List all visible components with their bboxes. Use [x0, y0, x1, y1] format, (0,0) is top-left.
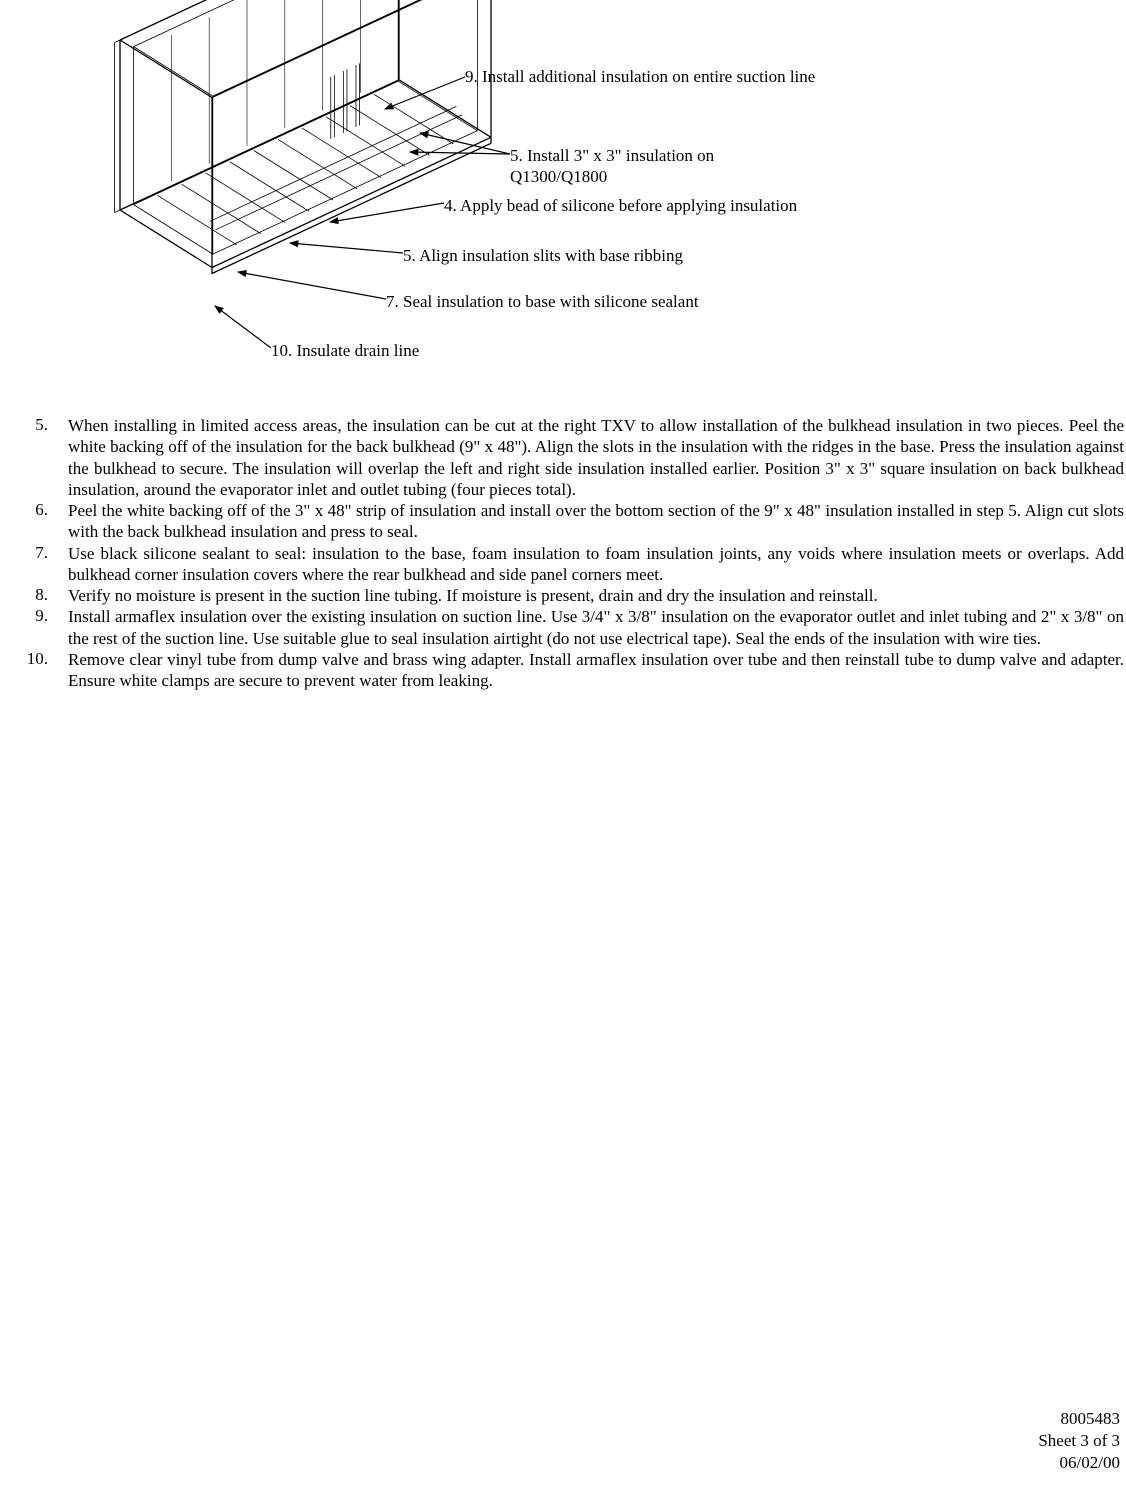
instruction-number: 9 — [0, 606, 54, 649]
callout-c10: 10. Insulate drain line — [271, 340, 571, 361]
instruction-number: 7 — [0, 543, 54, 586]
instruction-text: Peel the white backing off of the 3" x 4… — [54, 500, 1126, 543]
page-footer: 8005483 Sheet 3 of 3 06/02/00 — [1038, 1408, 1120, 1474]
callout-c7: 7. Seal insulation to base with silicone… — [386, 291, 886, 312]
instruction-text: Use black silicone sealant to seal: insu… — [54, 543, 1126, 586]
instruction-text: Remove clear vinyl tube from dump valve … — [54, 649, 1126, 692]
footer-sheet: Sheet 3 of 3 — [1038, 1430, 1120, 1452]
callout-c5a: 5. Install 3" x 3" insulation on Q1300/Q… — [510, 145, 770, 188]
callout-c5b: 5. Align insulation slits with base ribb… — [403, 245, 903, 266]
callout-c9: 9. Install additional insulation on enti… — [465, 66, 865, 87]
instruction-text: Install armaflex insulation over the exi… — [54, 606, 1126, 649]
instruction-number: 8 — [0, 585, 54, 606]
callout-c4: 4. Apply bead of silicone before applyin… — [444, 195, 944, 216]
instruction-number: 10 — [0, 649, 54, 692]
footer-part-no: 8005483 — [1038, 1408, 1120, 1430]
instruction-text: When installing in limited access areas,… — [54, 415, 1126, 500]
instruction-row: 9Install armaflex insulation over the ex… — [0, 606, 1126, 649]
instruction-row: 10Remove clear vinyl tube from dump valv… — [0, 649, 1126, 692]
footer-date: 06/02/00 — [1038, 1452, 1120, 1474]
diagram-area: 9. Install additional insulation on enti… — [0, 0, 1126, 400]
instruction-number: 6 — [0, 500, 54, 543]
instruction-row: 5When installing in limited access areas… — [0, 415, 1126, 500]
instruction-text: Verify no moisture is present in the suc… — [54, 585, 1126, 606]
instruction-row: 8Verify no moisture is present in the su… — [0, 585, 1126, 606]
instruction-row: 7Use black silicone sealant to seal: ins… — [0, 543, 1126, 586]
instruction-row: 6Peel the white backing off of the 3" x … — [0, 500, 1126, 543]
instruction-number: 5 — [0, 415, 54, 500]
instruction-list: 5When installing in limited access areas… — [0, 415, 1126, 691]
